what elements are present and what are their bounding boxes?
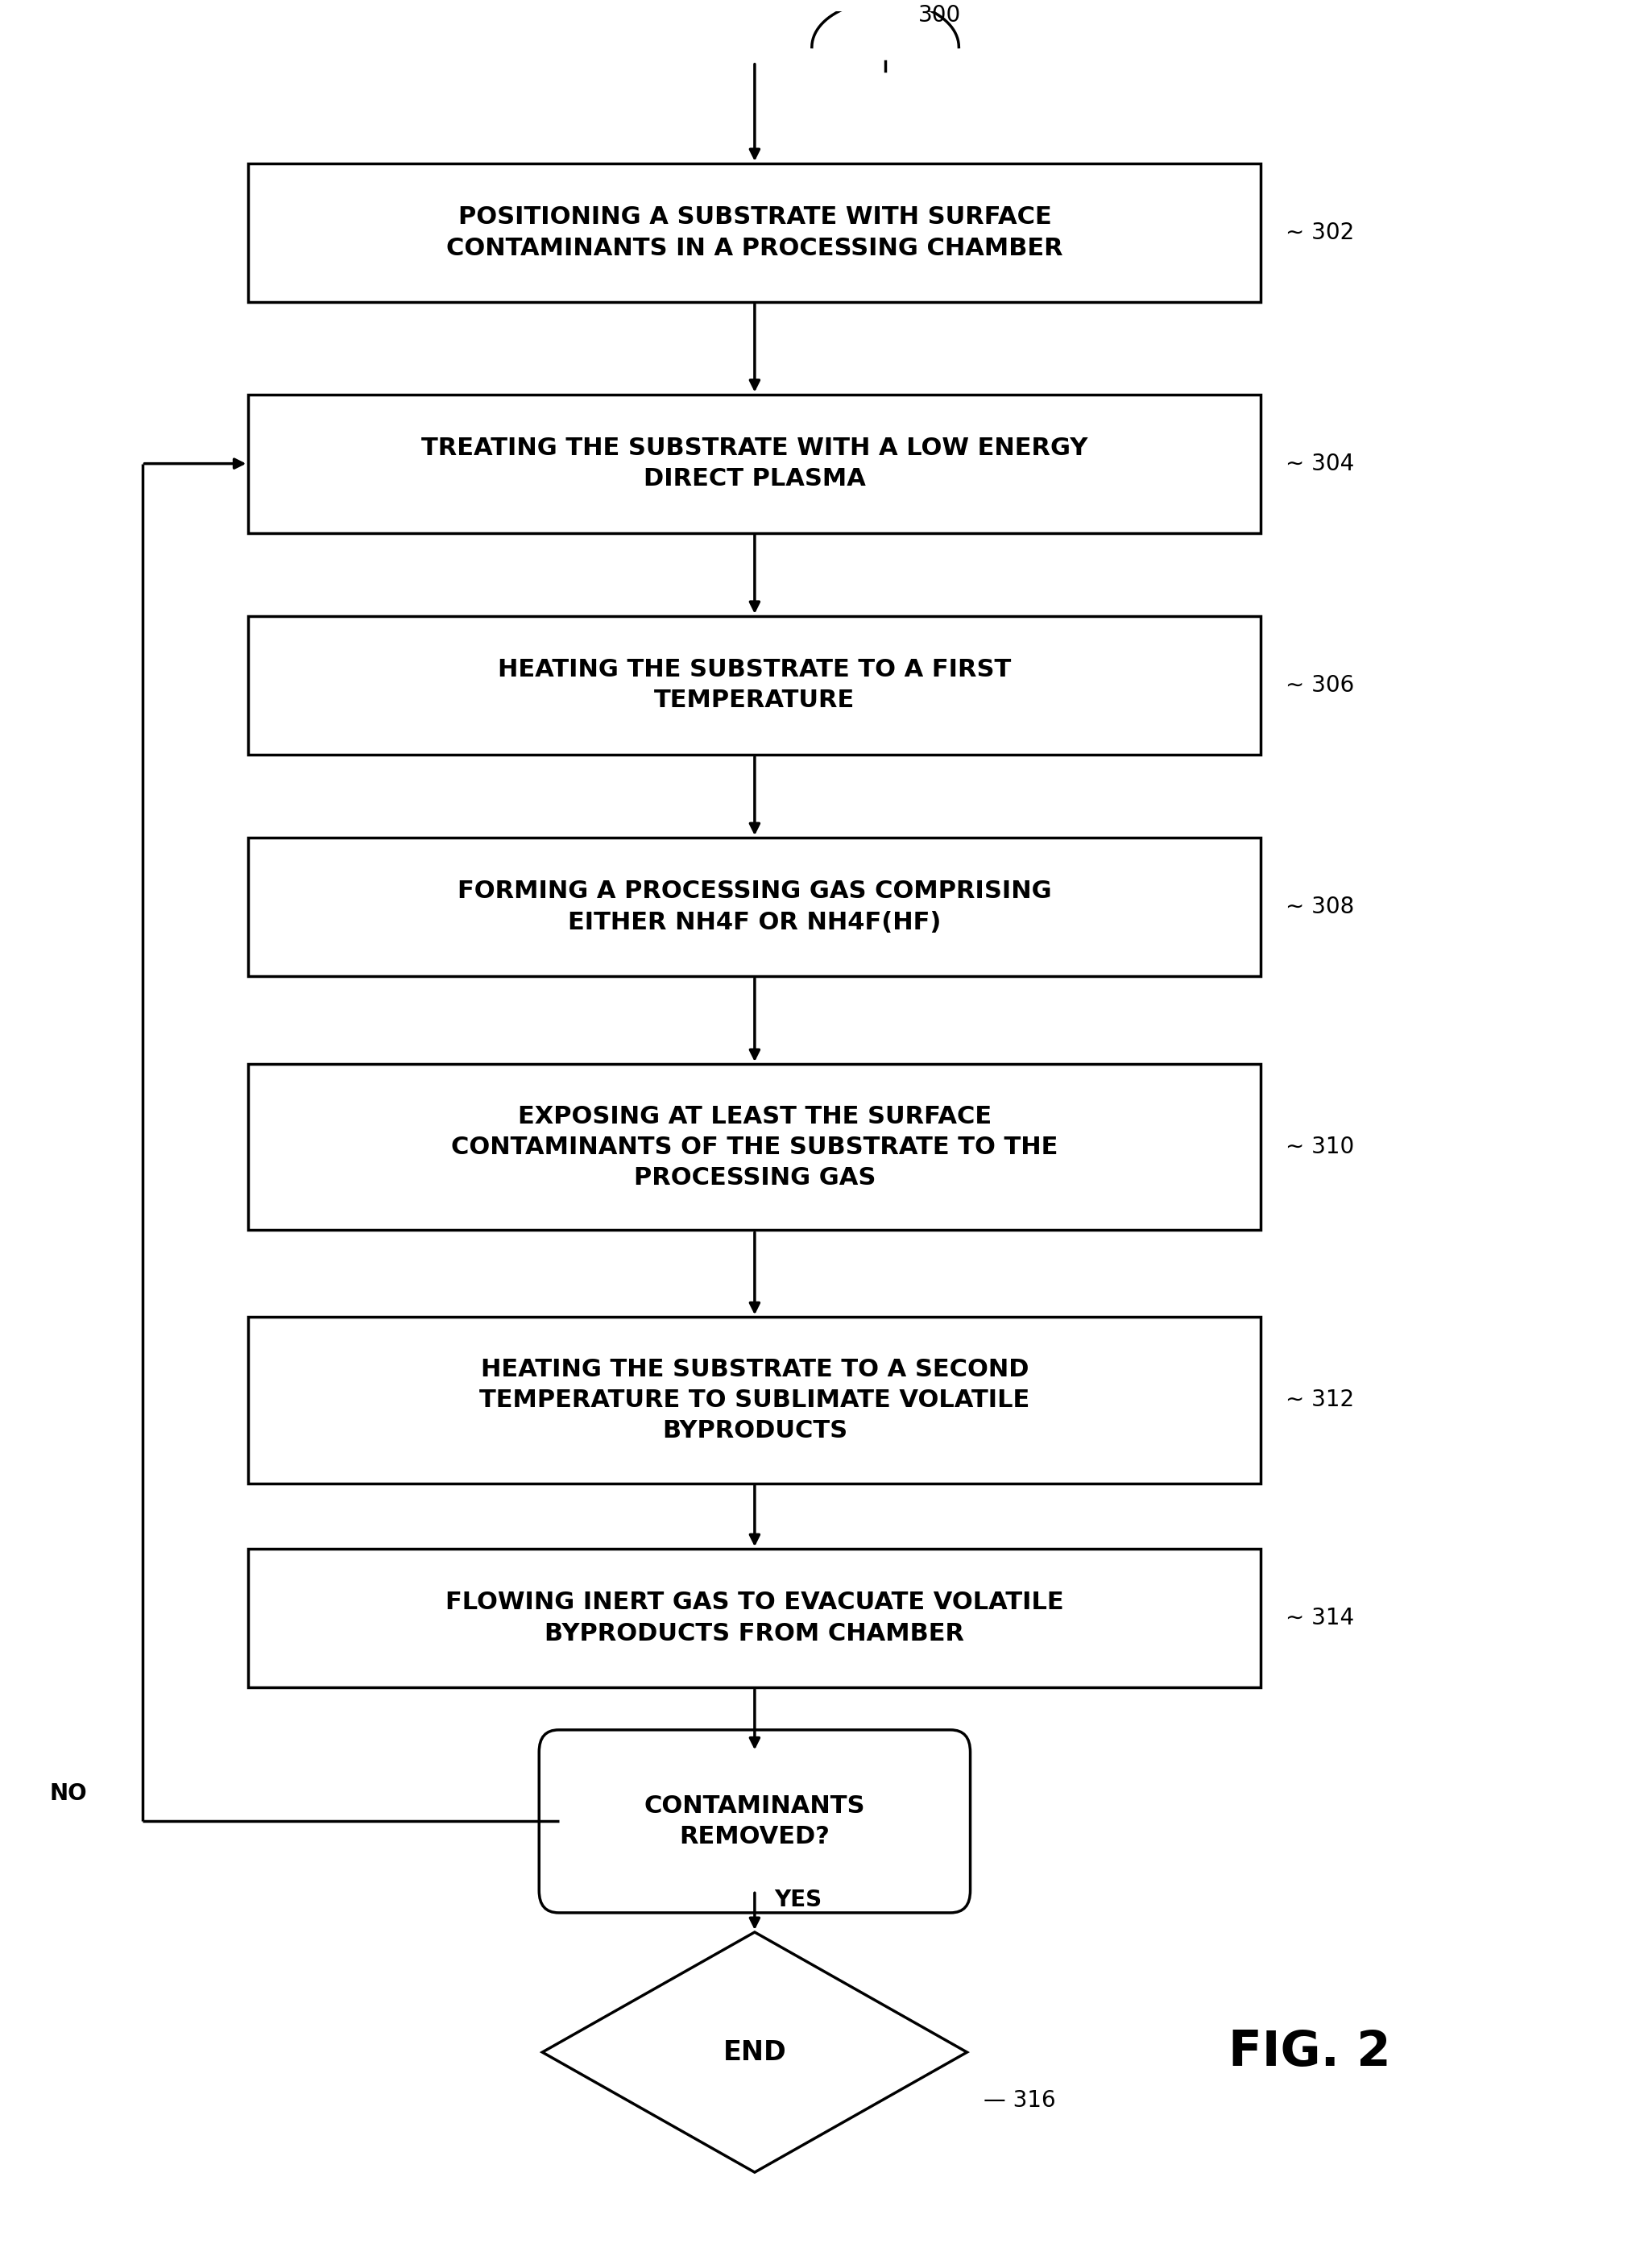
Text: FIG. 2: FIG. 2 <box>1228 2028 1391 2075</box>
Text: — 316: — 316 <box>984 2089 1056 2112</box>
FancyBboxPatch shape <box>248 163 1261 302</box>
Text: ∼ 308: ∼ 308 <box>1286 896 1355 919</box>
Text: ∼ 314: ∼ 314 <box>1286 1606 1355 1628</box>
Text: YES: YES <box>774 1889 822 1912</box>
Text: NO: NO <box>49 1783 87 1805</box>
FancyBboxPatch shape <box>540 1730 971 1912</box>
Text: HEATING THE SUBSTRATE TO A FIRST
TEMPERATURE: HEATING THE SUBSTRATE TO A FIRST TEMPERA… <box>499 658 1012 712</box>
Text: EXPOSING AT LEAST THE SURFACE
CONTAMINANTS OF THE SUBSTRATE TO THE
PROCESSING GA: EXPOSING AT LEAST THE SURFACE CONTAMINAN… <box>451 1105 1058 1188</box>
Text: END: END <box>723 2039 787 2066</box>
Text: CONTAMINANTS
REMOVED?: CONTAMINANTS REMOVED? <box>645 1794 866 1848</box>
Text: FORMING A PROCESSING GAS COMPRISING
EITHER NH4F OR NH4F(HF): FORMING A PROCESSING GAS COMPRISING EITH… <box>458 880 1051 934</box>
FancyBboxPatch shape <box>248 617 1261 755</box>
FancyBboxPatch shape <box>248 395 1261 533</box>
FancyBboxPatch shape <box>248 1064 1261 1229</box>
Text: ∼ 312: ∼ 312 <box>1286 1388 1355 1411</box>
Text: HEATING THE SUBSTRATE TO A SECOND
TEMPERATURE TO SUBLIMATE VOLATILE
BYPRODUCTS: HEATING THE SUBSTRATE TO A SECOND TEMPER… <box>479 1359 1030 1442</box>
Text: ∼ 306: ∼ 306 <box>1286 674 1355 696</box>
FancyBboxPatch shape <box>248 837 1261 975</box>
Text: FLOWING INERT GAS TO EVACUATE VOLATILE
BYPRODUCTS FROM CHAMBER: FLOWING INERT GAS TO EVACUATE VOLATILE B… <box>446 1592 1064 1644</box>
Text: 300: 300 <box>918 5 961 27</box>
Text: ∼ 304: ∼ 304 <box>1286 451 1355 474</box>
Text: ∼ 310: ∼ 310 <box>1286 1136 1355 1159</box>
Text: POSITIONING A SUBSTRATE WITH SURFACE
CONTAMINANTS IN A PROCESSING CHAMBER: POSITIONING A SUBSTRATE WITH SURFACE CON… <box>446 206 1063 261</box>
Text: ∼ 302: ∼ 302 <box>1286 222 1355 245</box>
FancyBboxPatch shape <box>248 1318 1261 1483</box>
Text: TREATING THE SUBSTRATE WITH A LOW ENERGY
DIRECT PLASMA: TREATING THE SUBSTRATE WITH A LOW ENERGY… <box>421 435 1087 490</box>
Polygon shape <box>543 1932 968 2173</box>
FancyBboxPatch shape <box>248 1549 1261 1687</box>
